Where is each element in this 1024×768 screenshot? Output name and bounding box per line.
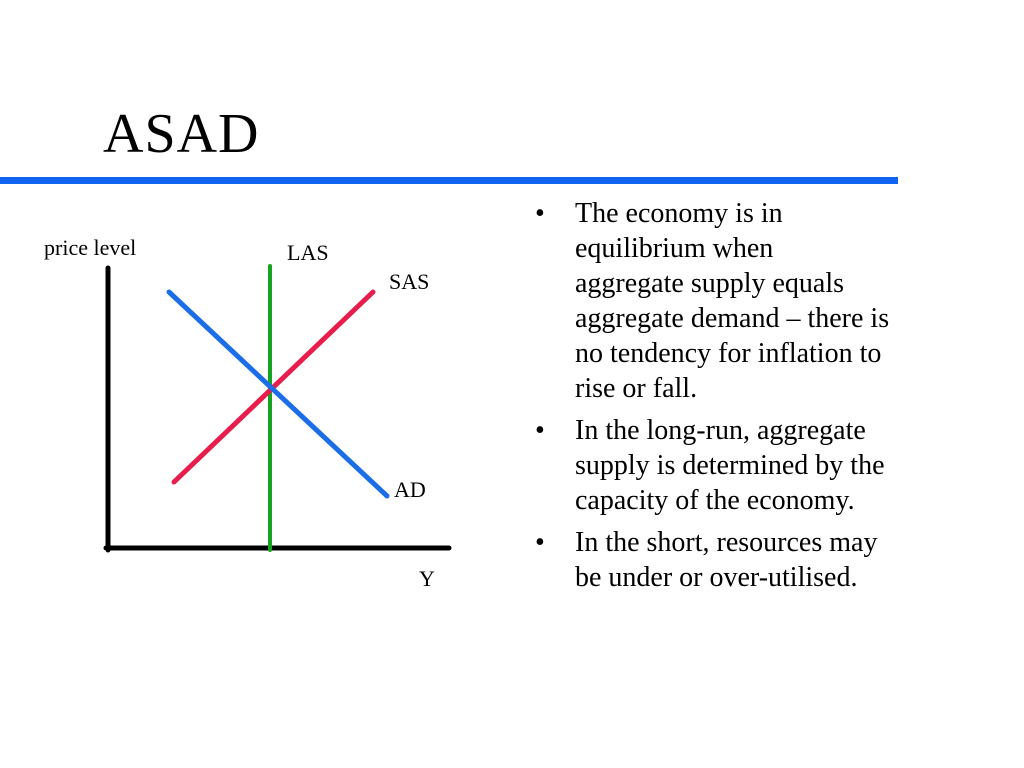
bullet-item: • The economy is in equilibrium when agg…: [530, 196, 945, 406]
bullet-list: • The economy is in equilibrium when agg…: [530, 196, 945, 602]
bullet-marker: •: [535, 415, 545, 446]
price-level-axis-label: price level: [44, 235, 137, 260]
bullet-marker: •: [535, 198, 545, 229]
title-underline-rule: [0, 177, 898, 184]
ad-curve-line: [166, 289, 390, 499]
bullet-item: • In the short, resources may be under o…: [530, 525, 945, 595]
bullet-text: The economy is in equilibrium when aggre…: [575, 198, 890, 404]
las-curve-label: LAS: [287, 240, 329, 265]
ad-curve-label: AD: [394, 477, 426, 502]
bullet-marker: •: [535, 527, 545, 558]
bullet-text: In the long-run, aggregate supply is det…: [575, 415, 885, 516]
bullet-item: • In the long-run, aggregate supply is d…: [530, 413, 945, 518]
sas-curve-line: [171, 289, 376, 485]
slide-title: ASAD: [103, 103, 260, 165]
y-output-axis-label: Y: [419, 566, 435, 591]
bullet-text: In the short, resources may be under or …: [575, 527, 878, 593]
sas-curve-label: SAS: [389, 269, 430, 294]
